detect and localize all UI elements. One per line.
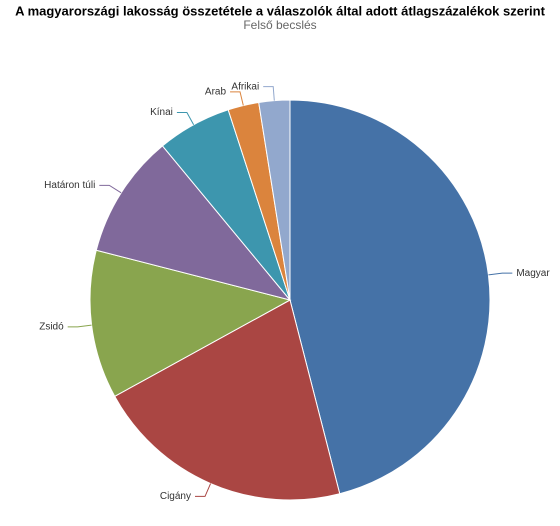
slice-label: Afrikai [231, 81, 259, 92]
chart-subtitle: Felső becslés [243, 18, 316, 32]
label-connector [230, 91, 244, 106]
pie-slice [95, 145, 292, 301]
slice-label: Határon túli [44, 180, 95, 191]
chart-title: A magyarországi lakosság összetétele a v… [15, 3, 546, 18]
label-connector [67, 324, 92, 328]
pie-slice [114, 299, 341, 501]
slice-label: Magyar [516, 268, 550, 279]
slice-label: Zsidó [39, 321, 64, 332]
label-connector [488, 272, 513, 276]
label-connector [99, 184, 122, 194]
pie-slice [89, 249, 292, 398]
label-connector [263, 86, 275, 101]
slice-label: Arab [205, 87, 227, 98]
label-connector [176, 111, 195, 125]
slice-label: Kínai [150, 107, 173, 118]
label-connector [195, 483, 212, 497]
slice-label: Cigány [160, 491, 191, 502]
